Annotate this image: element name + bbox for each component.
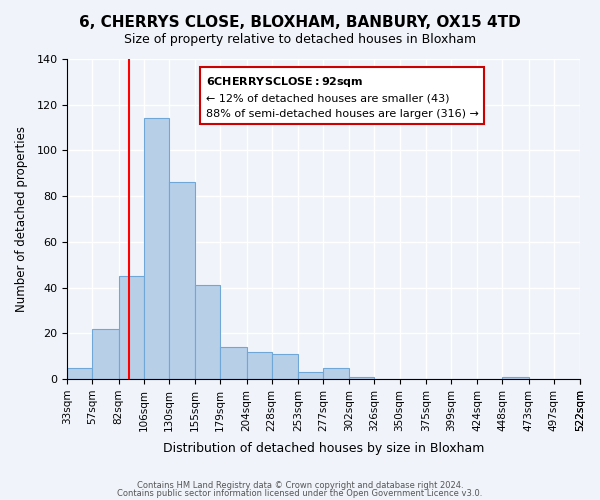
Bar bbox=[67, 368, 92, 379]
Bar bbox=[502, 377, 529, 379]
Bar bbox=[195, 286, 220, 379]
Text: Contains public sector information licensed under the Open Government Licence v3: Contains public sector information licen… bbox=[118, 488, 482, 498]
Bar bbox=[144, 118, 169, 379]
X-axis label: Distribution of detached houses by size in Bloxham: Distribution of detached houses by size … bbox=[163, 442, 484, 455]
Text: Size of property relative to detached houses in Bloxham: Size of property relative to detached ho… bbox=[124, 32, 476, 46]
Y-axis label: Number of detached properties: Number of detached properties bbox=[15, 126, 28, 312]
Bar bbox=[220, 347, 247, 379]
Bar bbox=[272, 354, 298, 379]
Text: $\bf{6 CHERRYS CLOSE: 92sqm}$
← 12% of detached houses are smaller (43)
88% of s: $\bf{6 CHERRYS CLOSE: 92sqm}$ ← 12% of d… bbox=[206, 75, 479, 118]
Bar bbox=[247, 352, 272, 379]
Text: Contains HM Land Registry data © Crown copyright and database right 2024.: Contains HM Land Registry data © Crown c… bbox=[137, 481, 463, 490]
Bar bbox=[92, 328, 119, 379]
Bar bbox=[349, 377, 374, 379]
Bar bbox=[119, 276, 144, 379]
Text: 6, CHERRYS CLOSE, BLOXHAM, BANBURY, OX15 4TD: 6, CHERRYS CLOSE, BLOXHAM, BANBURY, OX15… bbox=[79, 15, 521, 30]
Bar bbox=[323, 368, 349, 379]
Bar bbox=[298, 372, 323, 379]
Bar bbox=[169, 182, 195, 379]
